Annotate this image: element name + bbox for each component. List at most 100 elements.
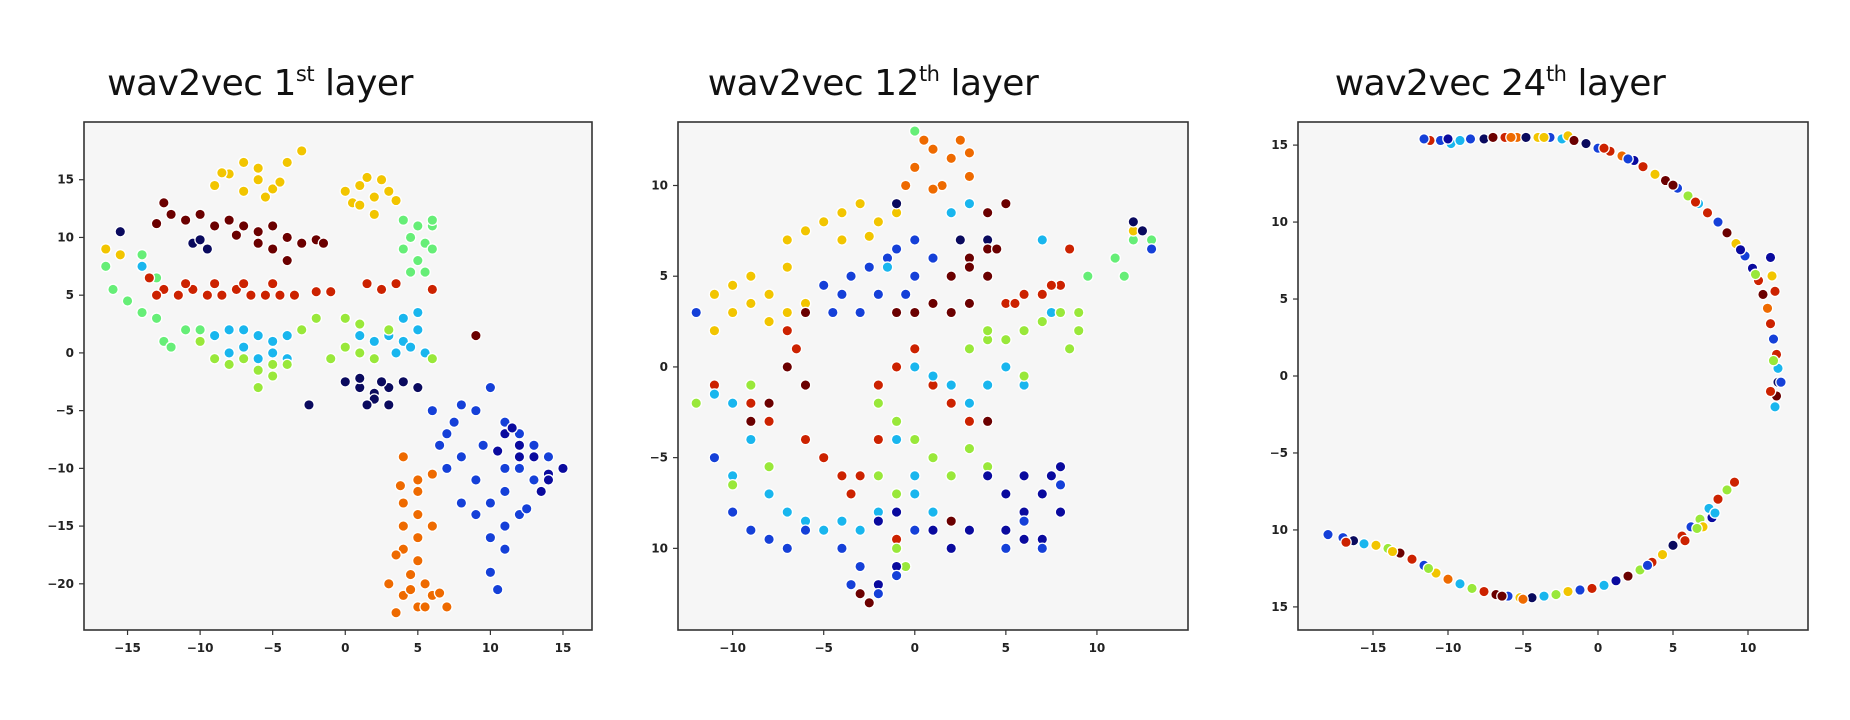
x-tick-label: −5 (263, 641, 281, 655)
data-point (194, 208, 206, 221)
data-point (353, 318, 366, 330)
data-point (1656, 548, 1669, 561)
y-tick-label: 10 (651, 541, 668, 555)
data-point (1018, 515, 1030, 527)
data-point (208, 179, 221, 192)
data-point (1767, 333, 1780, 345)
data-point (963, 170, 976, 183)
data-point (266, 220, 279, 232)
data-point (745, 397, 757, 410)
data-point (150, 217, 163, 230)
data-point (1682, 190, 1694, 202)
title-sup: st (295, 62, 315, 86)
data-point (310, 312, 323, 325)
data-point (1000, 333, 1012, 346)
data-point (890, 542, 903, 555)
data-point (1586, 582, 1598, 595)
data-point (1562, 585, 1574, 598)
data-point (259, 191, 272, 203)
data-point (908, 433, 921, 446)
data-point (872, 379, 885, 391)
data-point (411, 306, 424, 319)
data-point (799, 524, 812, 537)
title-main: wav2vec 12 (707, 63, 920, 104)
data-point (817, 524, 830, 537)
data-point (252, 329, 265, 342)
data-point (499, 462, 511, 475)
data-point (136, 306, 148, 319)
data-point (799, 225, 812, 237)
data-point (252, 237, 265, 250)
data-point (404, 266, 417, 278)
data-point (339, 312, 352, 325)
data-point (1442, 133, 1454, 145)
data-point (1018, 324, 1030, 337)
y-tick-label: 5 (1280, 292, 1288, 306)
data-point (368, 191, 381, 203)
data-point (1422, 562, 1435, 575)
data-point (107, 283, 119, 296)
data-point (375, 283, 388, 296)
data-point (890, 197, 903, 210)
scatter-plot-layer-1: −15 −10 −5 0 5 10 15 15 10 5 0 −5 −10 −15 −20 (47, 121, 593, 655)
data-point (426, 214, 439, 226)
data-point (890, 306, 903, 319)
data-point (390, 606, 402, 619)
data-point (368, 208, 381, 221)
data-point (208, 220, 221, 232)
data-point (237, 352, 250, 365)
data-point (368, 335, 381, 348)
data-point (99, 243, 112, 255)
title-sup: th (918, 62, 940, 86)
y-tick-label: 15 (1271, 600, 1288, 614)
data-point (899, 288, 912, 301)
data-point (499, 485, 511, 498)
x-tick-label: −5 (815, 641, 833, 655)
data-point (1464, 133, 1477, 145)
data-point (1072, 306, 1085, 319)
x-tick-label: 5 (414, 641, 422, 655)
data-point (237, 277, 250, 290)
y-tick-label: 15 (57, 173, 74, 187)
data-point (499, 520, 511, 532)
data-point (513, 439, 526, 452)
data-point (361, 171, 373, 184)
data-point (375, 173, 388, 186)
data-point (353, 347, 366, 359)
data-point (1045, 469, 1058, 482)
data-point (266, 335, 279, 348)
chart-title: wav2vec 24th layer (1200, 62, 1800, 104)
data-point (918, 134, 930, 146)
title-tail: layer (1566, 63, 1666, 104)
title-main: wav2vec 1 (107, 63, 296, 104)
data-point (223, 347, 235, 359)
data-point (1018, 370, 1030, 382)
data-point (201, 243, 214, 255)
data-point (908, 524, 921, 537)
data-point (781, 234, 794, 246)
data-point (890, 488, 903, 500)
data-point (1764, 385, 1777, 398)
data-point (1063, 243, 1076, 255)
y-tick-label: 10 (651, 179, 668, 193)
data-point (281, 156, 294, 169)
data-point (963, 261, 976, 273)
x-tick-label: 5 (1002, 641, 1010, 655)
data-point (411, 508, 424, 521)
data-point (179, 277, 192, 290)
data-point (470, 508, 482, 521)
x-tick-label: −5 (1514, 641, 1532, 655)
data-point (1322, 528, 1334, 541)
data-point (172, 289, 185, 302)
data-point (1454, 577, 1466, 590)
data-point (790, 342, 803, 355)
data-point (390, 347, 402, 359)
data-point (281, 231, 294, 244)
data-point (1442, 573, 1454, 586)
data-point (1764, 317, 1777, 330)
data-point (763, 415, 775, 428)
data-point (353, 199, 366, 211)
y-tick-label: 5 (660, 269, 668, 283)
data-point (179, 323, 192, 336)
data-point (836, 206, 848, 219)
